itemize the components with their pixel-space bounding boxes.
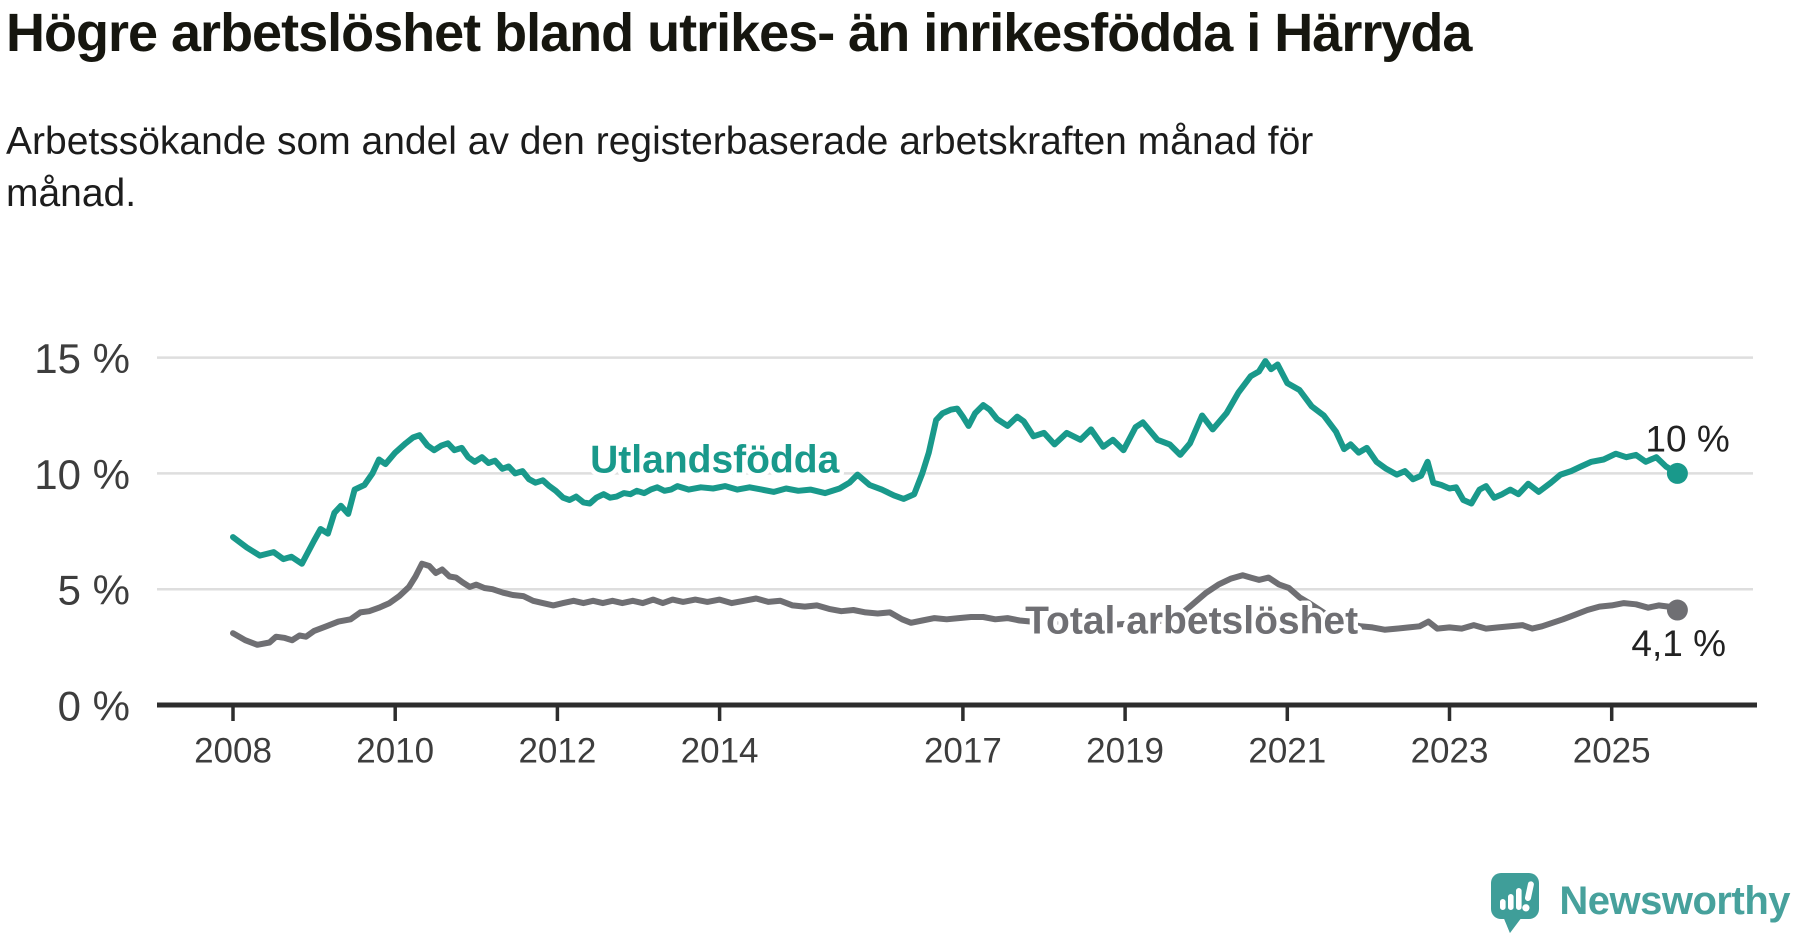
x-axis-label-2008: 2008 <box>194 732 272 771</box>
chart-subtitle: Arbetssökande som andel av den registerb… <box>6 116 1506 220</box>
x-axis-label-2010: 2010 <box>356 732 434 771</box>
series-end-dot-utlandsfodda <box>1666 462 1688 484</box>
subtitle-line-2: månad. <box>6 172 137 215</box>
y-axis-label-10: 10 % <box>34 451 130 498</box>
series-label-total-arbetsloshet: Total arbetslöshet <box>1025 599 1358 642</box>
series-line-total-arbetsloshet <box>230 560 1681 648</box>
y-axis-label-5: 5 % <box>58 567 130 614</box>
page-title: Högre arbetslöshet bland utrikes- än inr… <box>6 3 1472 63</box>
newsworthy-wordmark: Newsworthy <box>1559 878 1790 923</box>
series-end-dot-total-arbetsloshet <box>1666 599 1688 621</box>
branding: Newsworthy <box>1489 872 1790 934</box>
x-axis-label-2019: 2019 <box>1086 732 1164 771</box>
series-line-utlandsfodda <box>230 358 1681 567</box>
y-axis-label-0: 0 % <box>58 683 130 730</box>
x-axis-label-2023: 2023 <box>1411 732 1489 771</box>
x-axis-label-2021: 2021 <box>1248 732 1326 771</box>
subtitle-line-1: Arbetssökande som andel av den registerb… <box>6 120 1314 163</box>
x-axis-label-2017: 2017 <box>924 732 1002 771</box>
x-axis-label-2025: 2025 <box>1573 732 1651 771</box>
newsworthy-logo-icon <box>1491 873 1540 933</box>
end-value-label-utlandsfodda: 10 % <box>1645 418 1729 459</box>
end-value-label-total-arbetsloshet: 4,1 % <box>1631 623 1726 664</box>
y-axis-label-15: 15 % <box>34 335 130 382</box>
x-axis-label-2014: 2014 <box>681 732 759 771</box>
series-label-utlandsfodda: Utlandsfödda <box>590 438 839 481</box>
x-axis-label-2012: 2012 <box>518 732 596 771</box>
